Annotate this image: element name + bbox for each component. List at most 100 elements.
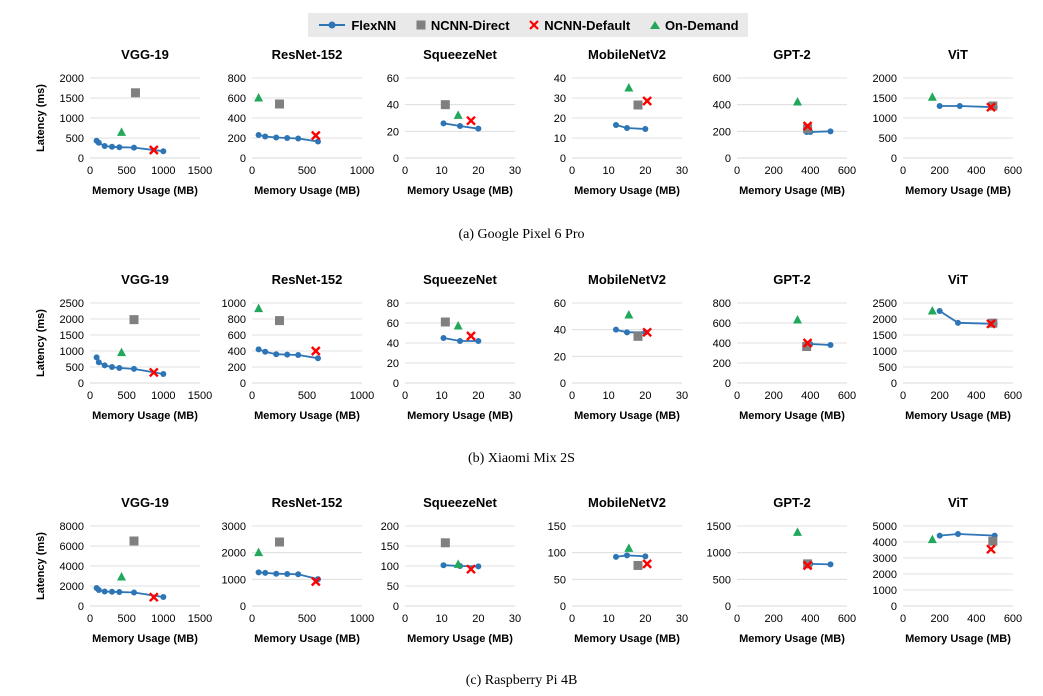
y-tick-label: 0 — [240, 601, 246, 613]
flexnn-point — [160, 371, 167, 378]
chart-title: SqueezeNet — [423, 272, 497, 287]
x-axis-label: Memory Usage (MB) — [92, 633, 198, 645]
x-tick-label: 0 — [402, 165, 408, 177]
x-tick-label: 30 — [509, 390, 521, 402]
y-tick-label: 500 — [66, 133, 84, 145]
legend-item-ncnn-direct: NCNN-Direct — [415, 18, 510, 33]
flexnn-point — [642, 553, 649, 560]
flexnn-point — [284, 135, 291, 141]
legend-item-on-demand: On-Demand — [649, 18, 739, 33]
y-tick-label: 1500 — [707, 521, 731, 533]
x-tick-label: 0 — [900, 613, 906, 625]
y-tick-label: 600 — [228, 330, 246, 342]
on-demand-point — [117, 347, 127, 357]
x-tick-label: 400 — [967, 165, 985, 177]
on-demand-point — [453, 321, 463, 330]
legend-label-on-demand: On-Demand — [664, 17, 739, 33]
y-tick-label: 0 — [240, 153, 246, 165]
y-tick-label: 400 — [228, 113, 246, 125]
x-marker-icon — [529, 20, 540, 30]
on-demand-point — [624, 83, 634, 92]
x-tick-label: 30 — [676, 165, 688, 177]
flexnn-point — [101, 362, 108, 369]
x-tick-label: 500 — [117, 390, 135, 402]
y-tick-label: 2000 — [60, 314, 84, 326]
ncnn-default-point — [986, 544, 996, 555]
flexnn-point — [95, 587, 102, 593]
flexnn-point — [440, 562, 447, 569]
y-tick-label: 0 — [891, 153, 897, 165]
ncnn-direct-point — [275, 316, 284, 326]
y-tick-label: 0 — [560, 601, 566, 613]
y-tick-label: 4000 — [873, 537, 897, 549]
x-axis-label: Memory Usage (MB) — [574, 633, 680, 645]
y-tick-label: 2000 — [873, 314, 897, 326]
x-tick-label: 0 — [402, 613, 408, 625]
ncnn-default-point — [986, 102, 996, 113]
on-demand-point — [254, 93, 264, 102]
x-tick-label: 1000 — [350, 613, 374, 625]
y-tick-label: 6000 — [60, 541, 84, 553]
flexnn-point — [284, 571, 291, 577]
on-demand-point — [453, 559, 463, 568]
ncnn-direct-point — [275, 99, 284, 109]
y-tick-label: 2000 — [60, 73, 84, 85]
flexnn-point — [955, 531, 961, 537]
chart-title: GPT-2 — [773, 47, 811, 62]
flexnn-point — [295, 571, 302, 578]
y-tick-label: 20 — [387, 126, 399, 138]
x-tick-label: 500 — [117, 165, 135, 177]
y-tick-label: 1500 — [60, 330, 84, 342]
on-demand-point — [453, 110, 463, 119]
x-tick-label: 10 — [436, 390, 448, 402]
ncnn-direct-point — [803, 124, 813, 134]
flexnn-point — [624, 125, 630, 131]
y-tick-label: 40 — [387, 338, 399, 350]
chart-title: GPT-2 — [773, 495, 811, 510]
x-tick-label: 0 — [249, 390, 255, 402]
flexnn-line — [939, 310, 995, 325]
x-tick-label: 1000 — [151, 165, 175, 177]
chart-title: ViT — [948, 272, 968, 287]
chart-title: SqueezeNet — [423, 495, 497, 510]
x-tick-label: 600 — [1004, 613, 1022, 625]
x-tick-label: 1000 — [350, 165, 374, 177]
y-tick-label: 0 — [891, 378, 897, 390]
ncnn-default-point — [310, 576, 321, 587]
ncnn-direct-point — [129, 536, 139, 546]
flexnn-point — [95, 139, 102, 146]
y-tick-label: 2000 — [222, 548, 246, 560]
flexnn-point — [109, 143, 115, 150]
x-tick-label: 0 — [900, 165, 906, 177]
x-axis-label: Memory Usage (MB) — [739, 410, 845, 422]
ncnn-default-point — [148, 367, 159, 378]
x-axis-label: Memory Usage (MB) — [92, 185, 198, 197]
x-tick-label: 500 — [117, 613, 135, 625]
chart-title: VGG-19 — [121, 272, 169, 287]
on-demand-point — [927, 92, 937, 101]
ncnn-direct-point — [988, 536, 998, 546]
flexnn-point — [262, 348, 269, 355]
flexnn-point — [936, 308, 943, 314]
chart-title: MobileNetV2 — [588, 47, 666, 62]
flexnn-point — [457, 123, 463, 129]
legend-item-flexnn: FlexNN — [317, 18, 396, 33]
y-tick-label: 400 — [713, 338, 731, 350]
flexnn-point — [160, 594, 167, 600]
flexnn-line — [615, 554, 646, 558]
y-axis-label: Latency (ms) — [35, 84, 47, 152]
x-tick-label: 0 — [402, 390, 408, 402]
x-tick-label: 200 — [930, 390, 948, 402]
y-tick-label: 5000 — [873, 521, 897, 533]
y-tick-label: 150 — [381, 541, 399, 553]
flexnn-line — [615, 124, 646, 130]
y-tick-label: 0 — [78, 153, 84, 165]
y-tick-label: 2500 — [873, 298, 897, 310]
x-tick-label: 30 — [509, 613, 521, 625]
y-tick-label: 600 — [228, 93, 246, 105]
y-tick-label: 3000 — [222, 521, 246, 533]
x-axis-label: Memory Usage (MB) — [407, 185, 513, 197]
on-demand-point — [927, 534, 937, 544]
flexnn-point — [936, 532, 943, 539]
x-tick-label: 400 — [967, 390, 985, 402]
